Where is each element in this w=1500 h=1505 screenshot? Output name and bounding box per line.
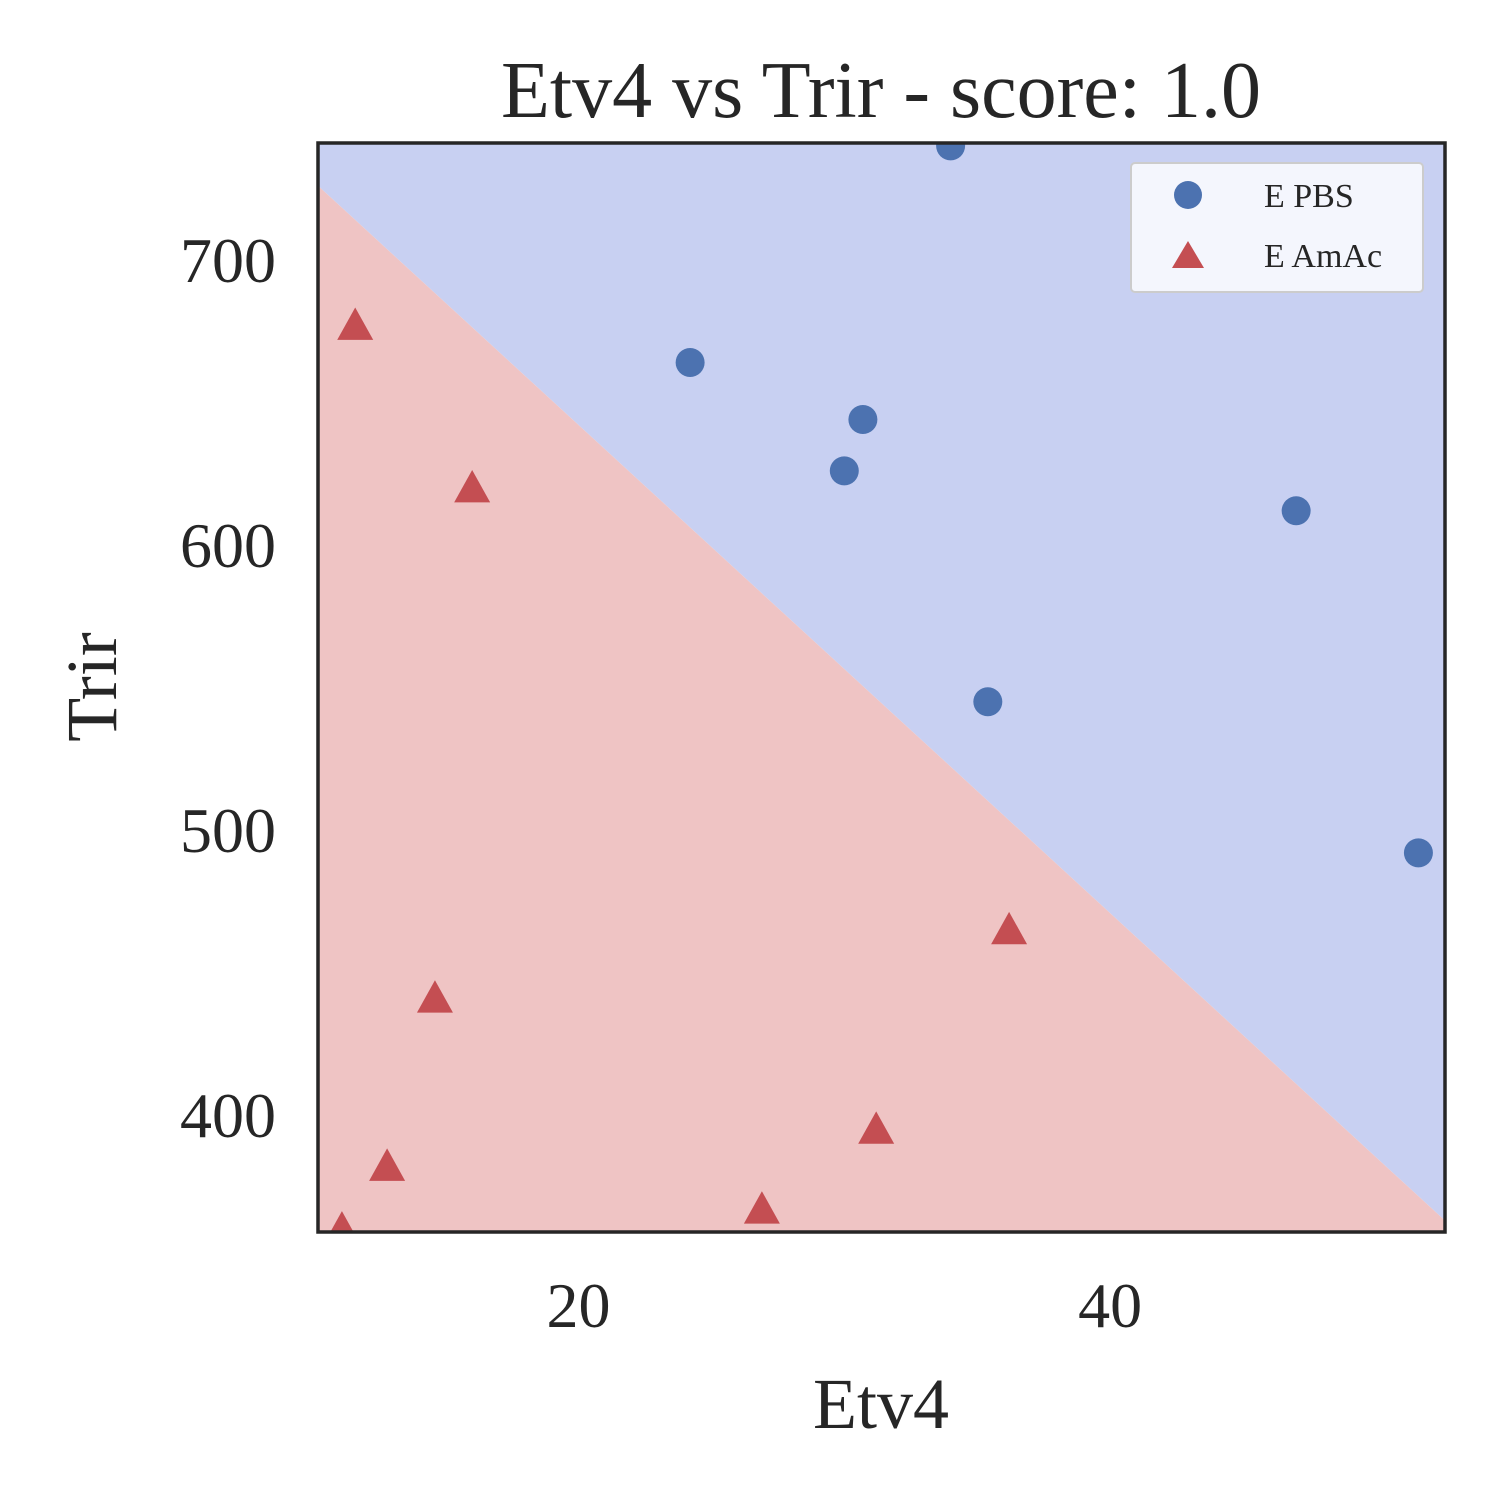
y-axis-ticks: 400 500 600 700	[180, 225, 276, 1151]
point-e-amac-2	[991, 911, 1028, 945]
point-e-amac-3	[416, 980, 453, 1013]
point-e-amac-4	[858, 1111, 895, 1144]
point-e-pbs-0	[936, 143, 966, 161]
x-tick-label: 40	[1078, 1270, 1142, 1341]
plot-frame	[316, 141, 1447, 1234]
point-e-pbs-4	[1281, 496, 1311, 526]
x-tick-label: 20	[546, 1270, 610, 1341]
legend-label-e-amac: E AmAc	[1264, 238, 1382, 275]
point-e-amac-5	[369, 1148, 406, 1181]
y-tick-label: 600	[180, 510, 276, 581]
y-tick-label: 500	[180, 795, 276, 866]
x-axis-ticks: 20 40	[546, 1270, 1142, 1341]
plot-area	[318, 143, 1445, 1232]
x-axis-label: Etv4	[813, 1364, 949, 1444]
point-e-pbs-6	[1403, 838, 1433, 868]
decision-region-upper	[318, 143, 1445, 1221]
point-e-amac-0	[337, 307, 374, 340]
point-e-amac-7	[330, 1211, 354, 1232]
y-axis-label: Trir	[52, 632, 132, 741]
point-e-pbs-5	[973, 687, 1003, 717]
point-e-amac-1	[454, 469, 491, 503]
legend: E PBS E AmAc	[1130, 162, 1424, 293]
chart-title: Etv4 vs Trir - score: 1.0	[501, 47, 1261, 135]
point-e-pbs-3	[829, 456, 859, 486]
legend-marker-e-pbs	[1174, 181, 1202, 209]
data-points	[330, 143, 1433, 1232]
point-e-pbs-1	[675, 348, 705, 378]
point-e-amac-6	[743, 1191, 780, 1224]
point-e-pbs-2	[848, 405, 878, 435]
y-tick-label: 700	[180, 225, 276, 296]
y-tick-label: 400	[180, 1080, 276, 1151]
legend-marker-e-amac	[1172, 241, 1204, 268]
legend-box	[1130, 162, 1424, 293]
legend-label-e-pbs: E PBS	[1264, 178, 1354, 215]
decision-region-lower	[318, 185, 1445, 1232]
